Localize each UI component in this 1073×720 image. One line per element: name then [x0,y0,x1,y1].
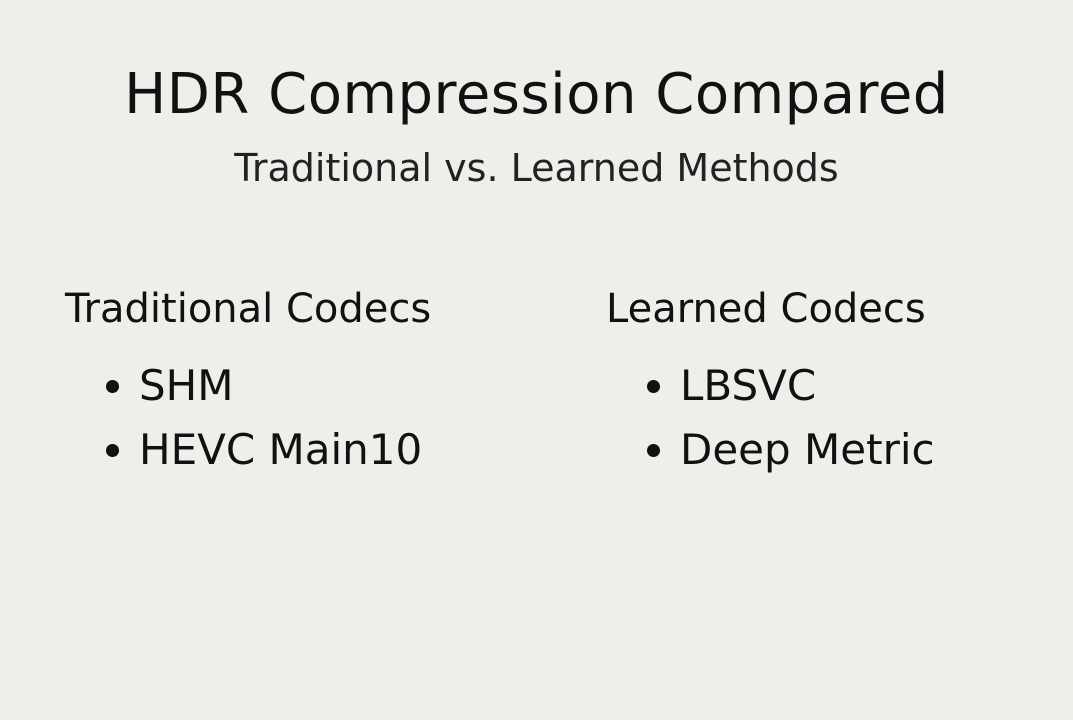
column-heading: Learned Codecs [606,286,926,332]
list-item: HEVC Main10 [139,418,431,482]
list-item: Deep Metric [680,418,935,482]
learned-codecs-column: Learned Codecs LBSVC Deep Metric [606,286,935,482]
bullet-list: LBSVC Deep Metric [606,354,935,482]
bullet-list: SHM HEVC Main10 [65,354,431,482]
traditional-codecs-column: Traditional Codecs SHM HEVC Main10 [65,286,431,482]
column-heading: Traditional Codecs [65,286,432,332]
slide-subtitle: Traditional vs. Learned Methods [234,146,839,190]
list-item: LBSVC [680,354,935,418]
list-item: SHM [139,354,431,418]
slide-title: HDR Compression Compared [124,62,949,127]
